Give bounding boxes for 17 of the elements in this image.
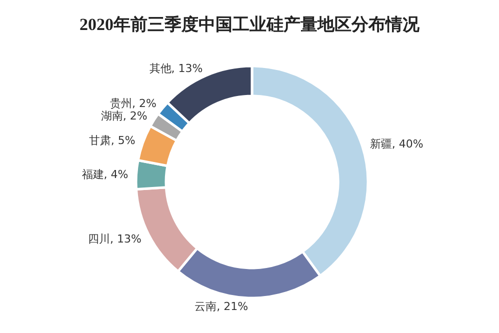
data-label: , 13% [110, 232, 142, 246]
data-label: , 2% [132, 96, 156, 110]
slice-label: 贵州 [110, 96, 132, 110]
slice-label: 福建 [82, 168, 104, 182]
slice-label: 云南 [194, 300, 217, 313]
data-label: , 2% [122, 110, 148, 123]
data-label: , 4% [104, 168, 128, 182]
slice-label: 湖南 [100, 110, 123, 123]
chart-title: 2020年前三季度中国工业硅产量地区分布情况 [80, 15, 420, 34]
slice-label: 新疆 [370, 138, 392, 151]
data-label: , 13% [171, 62, 203, 76]
slice-label: 甘肃 [88, 134, 111, 147]
data-label: , 21% [216, 300, 248, 313]
slice-label: 其他 [149, 62, 172, 76]
data-label: , 5% [110, 134, 136, 147]
slice-label: 四川 [88, 232, 110, 246]
data-label: , 40% [392, 138, 424, 151]
